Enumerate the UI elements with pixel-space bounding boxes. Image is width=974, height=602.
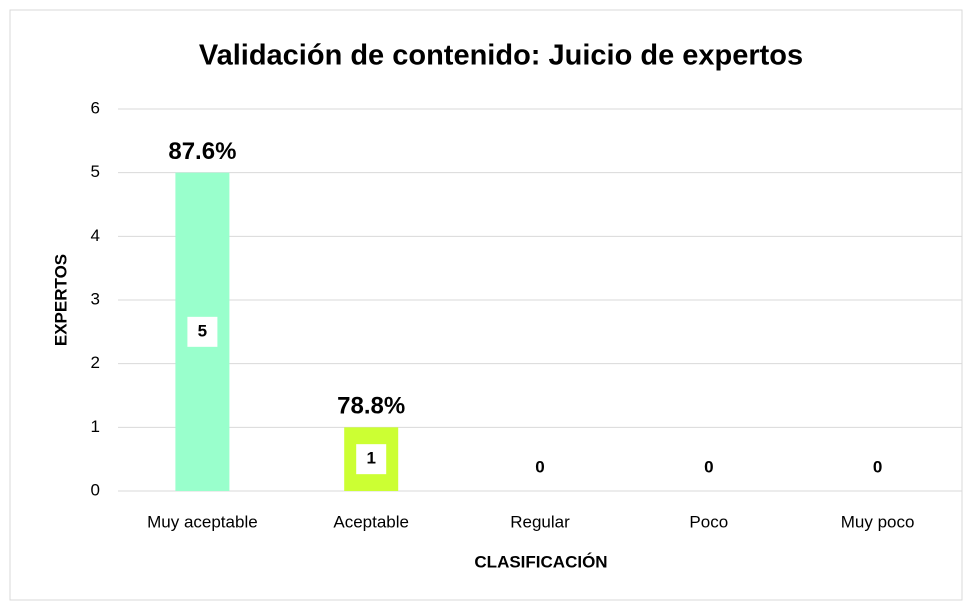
value-label-box	[356, 444, 387, 475]
value-label: 1	[366, 449, 375, 468]
value-label-box	[187, 316, 218, 347]
y-tick-label: 0	[91, 480, 100, 499]
annotation: 87.6%	[168, 138, 236, 165]
y-tick-label: 4	[91, 226, 100, 245]
x-axis-label: CLASIFICACIÓN	[474, 552, 607, 571]
value-label: 0	[535, 457, 544, 476]
value-label: 5	[198, 321, 207, 340]
x-tick-label: Poco	[689, 512, 728, 531]
y-axis-label: EXPERTOS	[51, 254, 70, 346]
chart-title: Validación de contenido: Juicio de exper…	[199, 40, 803, 72]
x-tick-label: Regular	[510, 512, 570, 531]
chart-border	[9, 9, 963, 601]
x-tick-label: Muy aceptable	[147, 512, 258, 531]
x-tick-label: Muy poco	[841, 512, 915, 531]
y-tick-label: 5	[91, 162, 100, 181]
value-label: 0	[704, 457, 713, 476]
y-tick-label: 3	[91, 289, 100, 308]
y-tick-label: 6	[91, 98, 100, 117]
annotation: 78.8%	[337, 393, 405, 420]
value-label: 0	[873, 457, 882, 476]
y-tick-label: 1	[91, 417, 100, 436]
x-tick-label: Aceptable	[333, 512, 409, 531]
y-tick-label: 2	[91, 353, 100, 372]
